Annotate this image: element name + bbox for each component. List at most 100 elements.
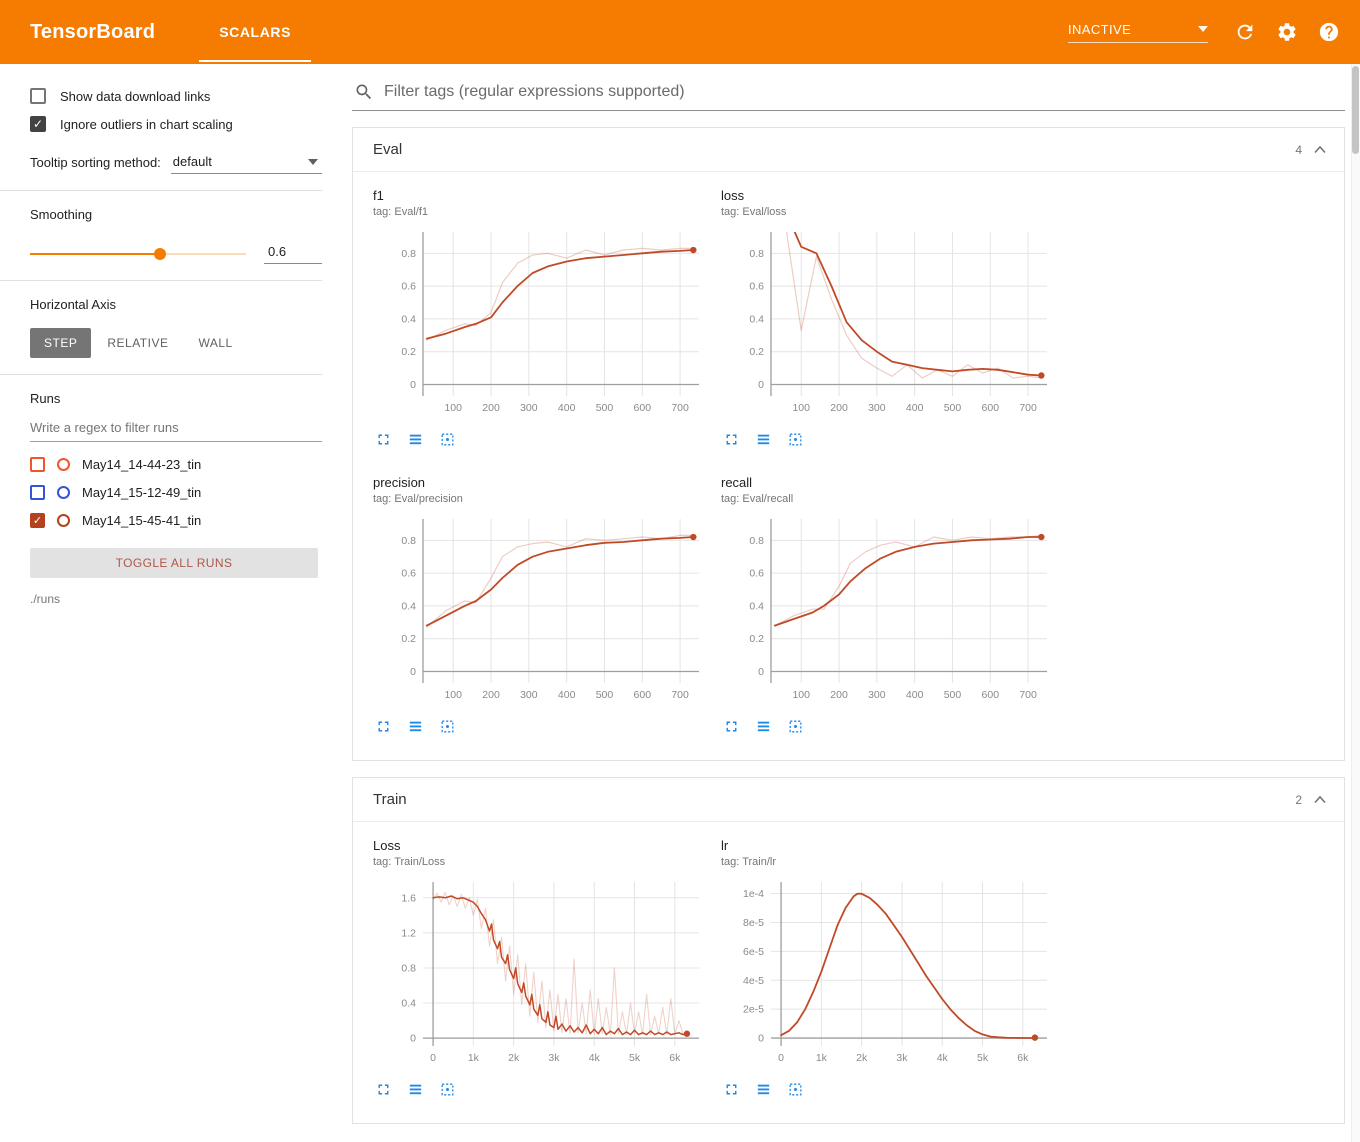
svg-text:500: 500 (596, 689, 614, 701)
caret-down-icon (308, 158, 318, 165)
sidebar: Show data download links ✓ Ignore outliers… (0, 64, 332, 1142)
bars-icon (409, 1084, 422, 1095)
chart-plot[interactable]: 0 0.2 0.4 0.6 0.8 100 200 300 400 500 600 700 (373, 511, 709, 709)
tag-filter-input[interactable] (384, 83, 1343, 101)
svg-text:2e-5: 2e-5 (743, 1004, 764, 1016)
expand-chart-button[interactable] (375, 718, 392, 738)
chart-toolbar (723, 718, 1057, 738)
run-checkbox[interactable] (30, 484, 45, 500)
smoothing-value-input[interactable]: 0.6 (264, 244, 322, 264)
expand-chart-button[interactable] (723, 718, 740, 738)
svg-text:300: 300 (868, 689, 886, 701)
expand-icon (378, 1084, 389, 1095)
fit-domain-button[interactable] (787, 718, 804, 738)
svg-text:3k: 3k (896, 1052, 908, 1064)
search-icon (356, 84, 372, 100)
svg-text:0.2: 0.2 (749, 633, 764, 645)
settings-button[interactable] (1276, 21, 1298, 43)
axis-button-relative[interactable]: RELATIVE (93, 328, 182, 358)
svg-text:6k: 6k (1017, 1052, 1029, 1064)
run-row[interactable]: ✓ May14_15-45-41_tin (30, 506, 322, 534)
expand-chart-button[interactable] (723, 1081, 740, 1101)
chart-tag: tag: Eval/precision (373, 493, 463, 505)
log-scale-button[interactable] (755, 718, 772, 738)
fit-domain-button[interactable] (439, 1081, 456, 1101)
svg-text:600: 600 (982, 402, 1000, 414)
refresh-button[interactable] (1234, 21, 1256, 43)
section-train-header[interactable]: Train 2 (353, 778, 1344, 822)
tooltip-sorting-group: Tooltip sorting method: default (0, 154, 332, 174)
log-scale-button[interactable] (755, 1081, 772, 1101)
log-scale-button[interactable] (407, 431, 424, 451)
svg-text:200: 200 (482, 402, 500, 414)
fit-domain-button[interactable] (787, 1081, 804, 1101)
checkbox[interactable] (30, 88, 46, 104)
chart-tag: tag: Train/Loss (373, 856, 446, 868)
svg-text:700: 700 (671, 402, 689, 414)
svg-text:300: 300 (520, 402, 538, 414)
checkbox-row[interactable]: ✓ Ignore outliers in chart scaling (30, 110, 322, 138)
run-checkbox[interactable] (30, 456, 45, 472)
checkbox[interactable]: ✓ (30, 116, 46, 132)
svg-text:0.8: 0.8 (401, 535, 416, 547)
scrollbar-thumb[interactable] (1352, 66, 1359, 154)
checkbox-row[interactable]: Show data download links (30, 82, 322, 110)
axis-button-step[interactable]: STEP (30, 328, 92, 358)
log-scale-button[interactable] (755, 431, 772, 451)
smoothing-slider-thumb[interactable] (153, 248, 166, 260)
svg-text:400: 400 (558, 402, 576, 414)
section-eval-header[interactable]: Eval 4 (353, 128, 1344, 172)
chart-card-eval-recall: recall tag: Eval/recall 0 0.2 0.4 0.6 0.8 100 20… (721, 475, 1057, 738)
status-dropdown[interactable]: INACTIVE (1068, 22, 1208, 43)
vertical-scrollbar[interactable] (1351, 64, 1360, 1142)
svg-text:0: 0 (778, 1052, 784, 1064)
expand-chart-button[interactable] (375, 1081, 392, 1101)
log-scale-button[interactable] (407, 1081, 424, 1101)
help-icon (1319, 22, 1339, 42)
run-color-swatch (57, 513, 70, 527)
tab-scalars[interactable]: SCALARS (193, 0, 317, 64)
tooltip-sorting-select[interactable]: default (170, 154, 322, 174)
status-value: INACTIVE (1068, 21, 1132, 37)
topbar: TensorBoard SCALARS INACTIVE (0, 0, 1360, 64)
chevron-up-icon[interactable] (1314, 141, 1326, 159)
expand-chart-button[interactable] (375, 431, 392, 451)
svg-text:100: 100 (792, 689, 810, 701)
svg-text:0.6: 0.6 (749, 568, 764, 580)
svg-text:300: 300 (520, 689, 538, 701)
toggle-all-runs-button[interactable]: TOGGLE ALL RUNS (30, 548, 318, 578)
expand-chart-button[interactable] (723, 431, 740, 451)
axis-button-wall[interactable]: WALL (184, 328, 246, 358)
run-row[interactable]: May14_15-12-49_tin (30, 478, 322, 506)
svg-text:700: 700 (1019, 402, 1037, 414)
run-checkbox[interactable]: ✓ (30, 512, 45, 528)
svg-text:200: 200 (830, 402, 848, 414)
svg-text:300: 300 (868, 402, 886, 414)
help-button[interactable] (1318, 21, 1340, 43)
svg-text:6k: 6k (669, 1052, 681, 1064)
chart-plot[interactable]: 0 0.2 0.4 0.6 0.8 100 200 300 400 500 600 700 (373, 224, 709, 422)
expand-icon (726, 434, 737, 445)
chart-plot[interactable]: 0 0.2 0.4 0.6 0.8 100 200 300 400 500 600 700 (721, 511, 1057, 709)
svg-text:0.4: 0.4 (749, 600, 764, 612)
checkbox-label: Show data download links (60, 88, 211, 104)
fit-domain-button[interactable] (787, 431, 804, 451)
fit-domain-button[interactable] (439, 431, 456, 451)
fit-domain-icon (789, 1083, 802, 1096)
fit-domain-button[interactable] (439, 718, 456, 738)
chart-plot[interactable]: 0 0.2 0.4 0.6 0.8 100 200 300 400 500 600 700 (721, 224, 1057, 422)
smoothing-slider[interactable] (30, 248, 246, 260)
chevron-up-icon[interactable] (1314, 791, 1326, 809)
svg-text:1.2: 1.2 (401, 927, 416, 939)
chart-card-train-lr: lr tag: Train/lr 0 2e-5 4e-5 6e-5 8e-5 1e-4 0 1k 2… (721, 838, 1057, 1101)
chart-plot[interactable]: 0 2e-5 4e-5 6e-5 8e-5 1e-4 0 1k 2k 3k 4k 5k 6k (721, 874, 1057, 1072)
svg-text:0: 0 (410, 379, 416, 391)
chart-plot[interactable]: 0 0.4 0.8 1.2 1.6 0 1k 2k 3k 4k 5k 6k (373, 874, 709, 1072)
caret-down-icon (1198, 26, 1208, 32)
svg-text:0.6: 0.6 (401, 568, 416, 580)
expand-icon (378, 434, 389, 445)
runs-filter-input[interactable] (30, 412, 322, 442)
run-row[interactable]: May14_14-44-23_tin (30, 450, 322, 478)
fit-domain-icon (441, 1083, 454, 1096)
log-scale-button[interactable] (407, 718, 424, 738)
